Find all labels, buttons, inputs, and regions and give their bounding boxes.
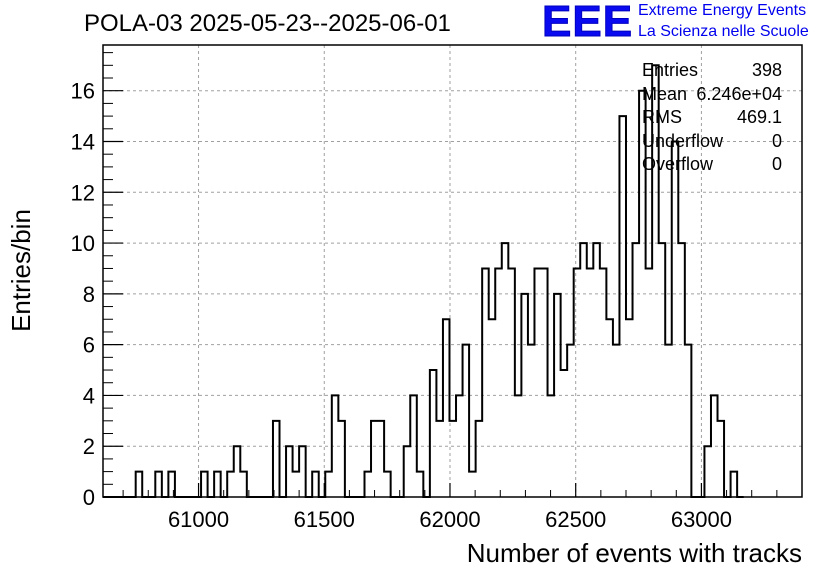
logo-caption-line2: La Scienza nelle Scuole [638, 23, 809, 40]
y-tick-label: 4 [83, 383, 95, 408]
logo-caption-line1: Extreme Energy Events [638, 2, 807, 19]
histogram-bin [489, 319, 496, 497]
stat-value: 398 [751, 60, 782, 80]
y-tick-label: 10 [71, 231, 95, 256]
y-tick-label: 12 [71, 180, 95, 205]
histogram-outline [103, 64, 744, 498]
eee-logo: EEE [541, 0, 634, 46]
x-tick-label: 62000 [419, 507, 480, 532]
stat-value: 6.246e+04 [696, 83, 782, 104]
stat-row-entries: Entries 398 [642, 60, 782, 84]
stat-row-overflow: Overflow 0 [642, 154, 782, 178]
histogram-bin [502, 243, 509, 497]
stat-row-underflow: Underflow 0 [642, 131, 782, 155]
histogram-bin [665, 345, 672, 497]
x-tick-label: 61000 [168, 507, 229, 532]
histogram-bin [293, 472, 300, 497]
histogram-bin [593, 243, 600, 497]
stat-name: Overflow [642, 154, 714, 174]
stat-name: Mean [642, 83, 688, 104]
y-tick-label: 0 [83, 485, 95, 510]
histogram-bin [580, 243, 587, 497]
histogram-bin [613, 345, 620, 497]
histogram-bin [646, 268, 653, 497]
y-tick-label: 6 [83, 333, 95, 358]
stat-name: Underflow [642, 130, 724, 151]
stats-box: Entries 398 Mean 6.246e+04 RMS 469.1 Und… [642, 60, 782, 178]
stat-value: 469.1 [736, 107, 782, 127]
histogram-bin [528, 345, 535, 497]
stat-name: Entries [642, 60, 699, 80]
stat-value: 0 [771, 154, 782, 174]
stat-name: RMS [642, 107, 682, 127]
histogram-bin [626, 319, 633, 497]
histogram-bin [606, 319, 613, 497]
histogram-bin [561, 370, 568, 497]
x-tick-label: 61500 [294, 507, 355, 532]
histogram-layer [103, 64, 744, 498]
chart-title: POLA-03 2025-05-23--2025-06-01 [84, 10, 451, 37]
y-tick-label: 14 [71, 129, 95, 154]
tick-label-layer: 61000 61500 62000 62500 63000 0 2 4 6 8 10 12 14 16 [71, 79, 733, 532]
y-tick-label: 8 [83, 282, 95, 307]
y-tick-label: 16 [71, 79, 95, 104]
tick-layer [103, 52, 803, 498]
x-tick-label: 63000 [671, 507, 732, 532]
stat-value: 0 [771, 130, 782, 151]
stat-row-rms: RMS 469.1 [642, 107, 782, 131]
y-tick-label: 2 [83, 434, 95, 459]
stat-row-mean: Mean 6.246e+04 [642, 84, 782, 108]
x-tick-label: 62500 [545, 507, 606, 532]
x-axis-label: Number of events with tracks [466, 538, 802, 568]
y-axis-label: Entries/bin [6, 209, 36, 332]
histogram-bin [436, 421, 443, 497]
histogram-bin [587, 268, 594, 497]
plot-frame [102, 44, 803, 498]
